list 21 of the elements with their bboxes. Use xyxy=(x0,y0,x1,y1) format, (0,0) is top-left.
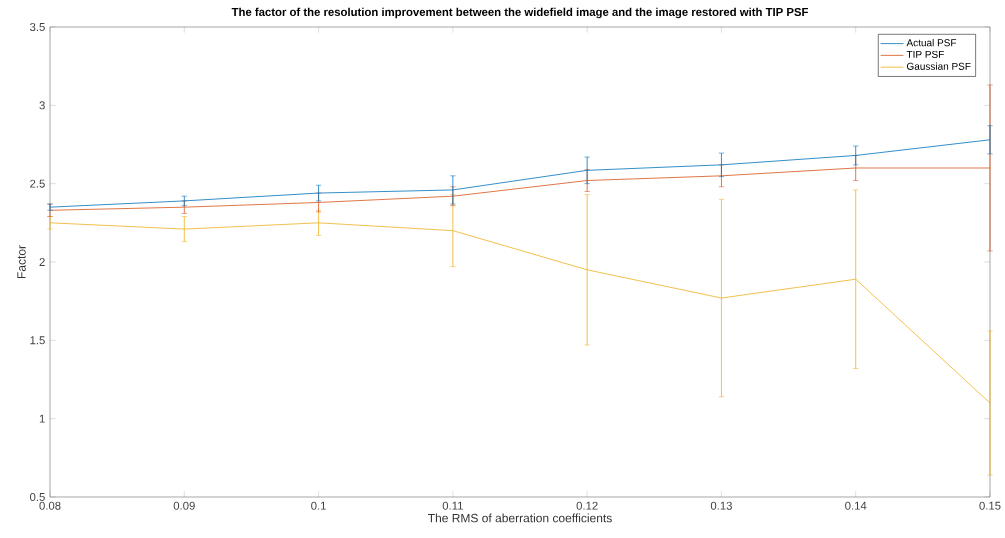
legend-label: TIP PSF xyxy=(906,50,944,58)
y-axis-title: Factor xyxy=(17,245,26,279)
y-tick-label: 2 xyxy=(39,258,45,266)
x-tick-label: 0.14 xyxy=(845,501,867,510)
x-axis-title: The RMS of aberration coefficients xyxy=(428,513,612,523)
y-tick-label: 1 xyxy=(39,414,45,423)
y-tick-label: 1.5 xyxy=(30,336,45,345)
legend-label: Actual PSF xyxy=(906,38,957,47)
x-tick-label: 0.09 xyxy=(173,501,195,510)
y-tick-label: 3 xyxy=(39,101,45,110)
x-tick-label: 0.08 xyxy=(39,501,61,510)
x-tick-label: 0.13 xyxy=(710,501,732,510)
x-tick-label: 0.15 xyxy=(979,501,1001,510)
y-tick-label: 3.5 xyxy=(29,22,45,31)
x-tick-label: 0.12 xyxy=(576,501,598,510)
x-tick-label: 0.11 xyxy=(442,501,463,510)
legend-label: Gaussian PSF xyxy=(907,62,971,70)
x-tick-label: 0.1 xyxy=(311,501,326,510)
y-tick-label: 0.5 xyxy=(29,492,45,501)
chart-title: The factor of the resolution improvement between the widefield image and the image restored with TIP PSF xyxy=(231,7,808,19)
y-tick-label: 2.5 xyxy=(30,179,45,188)
